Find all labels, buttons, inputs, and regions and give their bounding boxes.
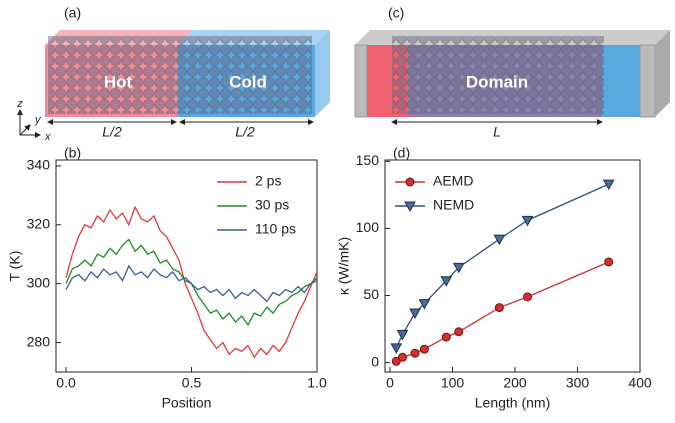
data-point [390, 343, 403, 354]
x-tick-label: 0.5 [182, 375, 202, 391]
data-point [418, 299, 431, 310]
x-tick-label: 100 [441, 375, 465, 391]
legend-label: AEMD [433, 173, 473, 189]
axis-label: y [34, 114, 42, 126]
y-tick-label: 0 [371, 353, 379, 369]
panel-label: (b) [64, 145, 81, 161]
data-point [452, 262, 465, 274]
region-label: Domain [466, 72, 528, 91]
data-point [523, 292, 532, 302]
diagram-c: (c) Domain L [354, 5, 670, 140]
legend-label: 30 ps [255, 197, 289, 213]
plot-frame [55, 159, 318, 373]
data-point [494, 303, 504, 313]
panel-label: (a) [64, 5, 81, 21]
data-point [398, 352, 407, 362]
x-axis-label: Length (nm) [475, 395, 550, 411]
x-tick-label: 300 [566, 375, 590, 391]
data-point [440, 276, 453, 287]
series-line [395, 183, 610, 349]
y-tick-label: 340 [27, 157, 51, 173]
legend-label: 2 ps [255, 173, 281, 189]
y-tick-label: 50 [363, 286, 379, 302]
y-axis-label: κ (W/mK) [336, 237, 352, 295]
x-tick-label: 400 [628, 375, 652, 391]
plot-frame [384, 159, 641, 373]
dimension-label: L [493, 124, 501, 140]
data-point [521, 215, 534, 227]
y-tick-label: 100 [356, 219, 380, 235]
data-point [602, 179, 615, 191]
data-point [493, 234, 506, 246]
data-point [441, 332, 451, 342]
legend-marker [405, 177, 415, 187]
y-tick-label: 280 [27, 333, 51, 349]
data-point [419, 344, 429, 354]
legend-label: 110 ps [255, 221, 296, 237]
legend-label: NEMD [433, 197, 474, 213]
y-tick-label: 300 [27, 274, 51, 290]
data-point [409, 308, 421, 319]
series-line [65, 205, 318, 359]
legend-marker [404, 201, 416, 213]
axis-label: z [16, 98, 23, 110]
data-point [604, 257, 614, 267]
region-label: Hot [104, 72, 133, 91]
axis-label: x [44, 131, 51, 143]
x-tick-label: 200 [503, 375, 527, 391]
y-axis-label: T (K) [7, 251, 23, 282]
data-point [454, 327, 464, 337]
panel-label: (c) [388, 5, 404, 21]
dimension-label: L/2 [102, 124, 122, 140]
y-tick-label: 320 [27, 215, 51, 231]
x-tick-label: 1.0 [307, 375, 327, 391]
x-tick-label: 0.0 [56, 375, 76, 391]
diagram-a: (a) Hot Cold L/2 L/2 z y x [16, 5, 330, 143]
data-point [396, 329, 409, 341]
data-point [410, 348, 420, 358]
dimension-label: L/2 [235, 124, 255, 140]
region-label: Cold [229, 72, 267, 91]
x-axis-label: Position [162, 395, 212, 411]
panel-label: (d) [393, 145, 410, 161]
x-tick-label: 0 [386, 375, 394, 391]
series-line [65, 264, 318, 303]
data-point [391, 356, 401, 366]
y-tick-label: 150 [356, 152, 380, 168]
series-line [65, 238, 318, 327]
series-line [395, 261, 610, 362]
